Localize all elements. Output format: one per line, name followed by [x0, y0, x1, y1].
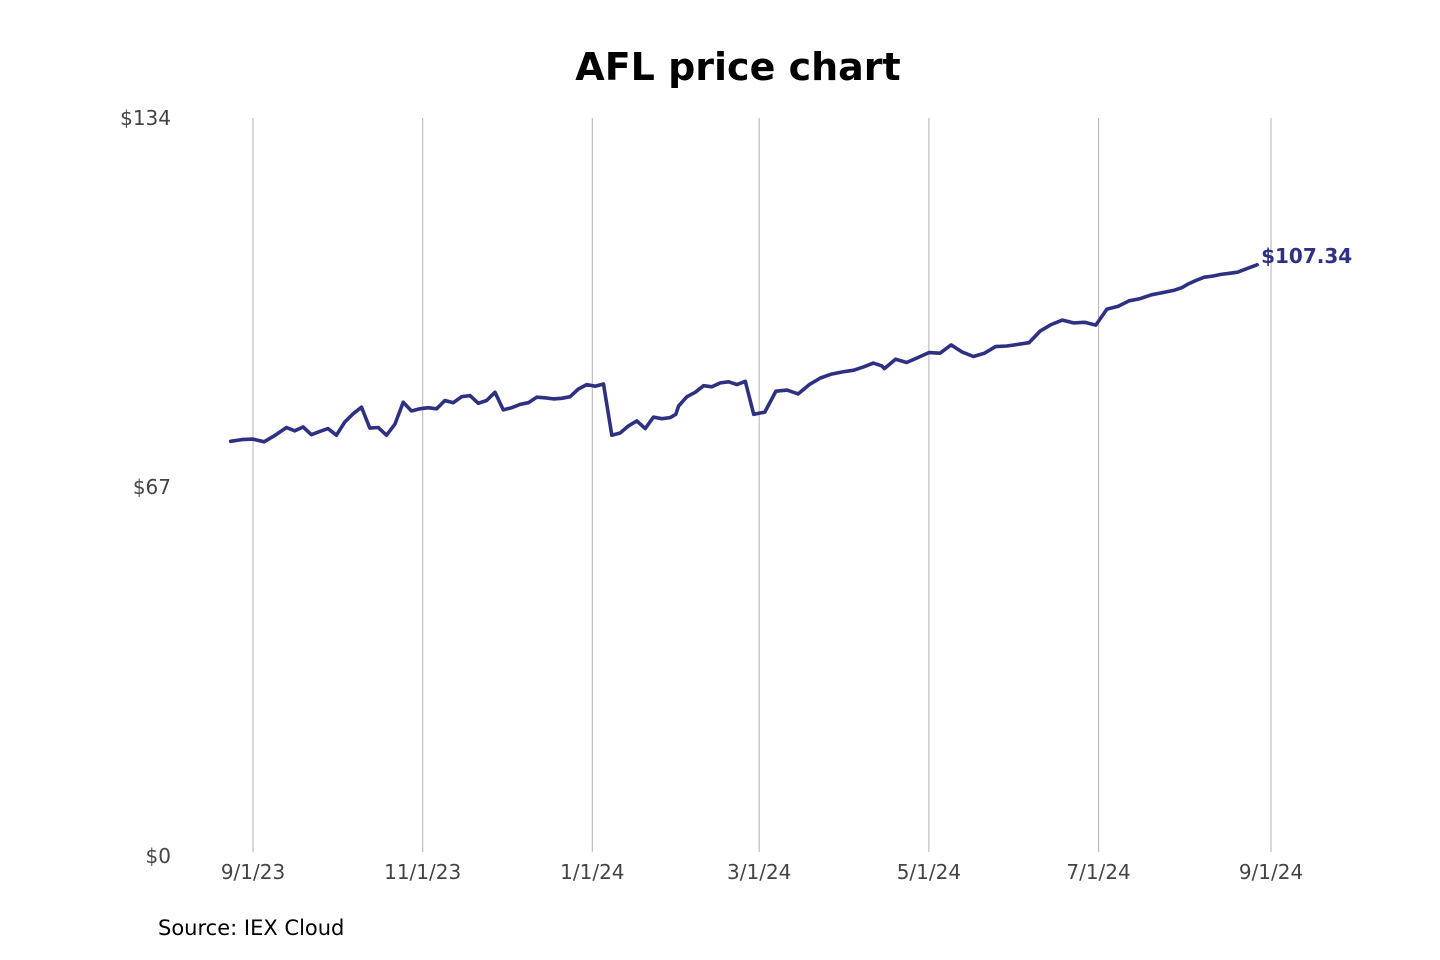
- y-tick-label: $67: [133, 475, 171, 499]
- y-tick-label: $0: [146, 844, 171, 868]
- source-note: Source: IEX Cloud: [158, 916, 345, 940]
- x-tick-label: 3/1/24: [727, 860, 791, 884]
- x-tick-label: 9/1/23: [221, 860, 285, 884]
- x-axis-labels: 9/1/23 11/1/23 1/1/24 3/1/24 5/1/24 7/1/24 9/1…: [221, 860, 1303, 884]
- x-tick-label: 5/1/24: [897, 860, 961, 884]
- series-line: [228, 263, 1259, 444]
- last-value-label: $107.34: [1261, 244, 1352, 268]
- series-layer: [228, 263, 1259, 444]
- grid-lines: [252, 118, 1272, 852]
- y-axis-labels: $0 $67 $134: [120, 106, 171, 868]
- x-tick-label: 1/1/24: [560, 860, 624, 884]
- x-tick-label: 7/1/24: [1066, 860, 1130, 884]
- annotations: $107.34: [1261, 244, 1352, 268]
- x-tick-label: 9/1/24: [1239, 860, 1303, 884]
- x-tick-label: 11/1/23: [384, 860, 461, 884]
- chart-title: AFL price chart: [575, 45, 901, 89]
- y-tick-label: $134: [120, 106, 171, 130]
